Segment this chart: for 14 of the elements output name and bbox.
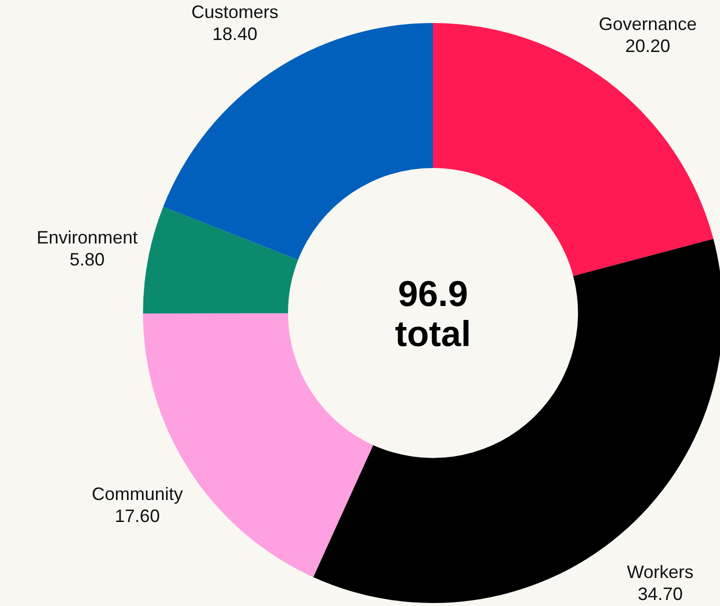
data-label: 18.40 — [212, 24, 258, 44]
slice-label: Workers — [626, 562, 694, 582]
data-label: 20.20 — [625, 36, 670, 56]
text: 96.9 — [398, 273, 468, 314]
donut-slice — [143, 206, 298, 314]
slice-label: Governance — [598, 14, 697, 34]
text: total — [395, 313, 471, 354]
slice-label: Environment — [36, 228, 138, 248]
donut-slice — [163, 23, 433, 260]
data-label: 17.60 — [114, 506, 160, 526]
slice-label: Customers — [191, 2, 278, 22]
data-label: 5.80 — [70, 250, 105, 270]
slice-label: Community — [92, 484, 183, 504]
data-label: 34.70 — [638, 584, 683, 604]
